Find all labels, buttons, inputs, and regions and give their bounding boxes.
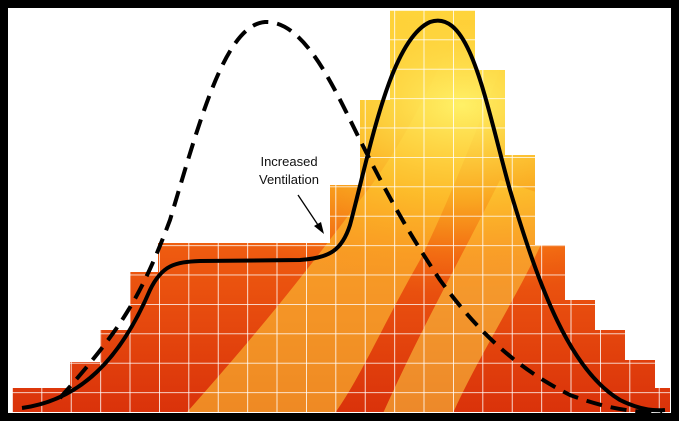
arrow	[297, 194, 321, 229]
solid-curve	[21, 18, 666, 413]
dashed-curve	[58, 19, 663, 415]
annotation: Ventilation	[259, 172, 319, 187]
annotation: Increased	[260, 154, 317, 169]
arrow-head	[314, 222, 324, 234]
